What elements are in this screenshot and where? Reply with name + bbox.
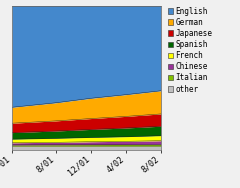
Legend: English, German, Japanese, Spanish, French, Chinese, Italian, other: English, German, Japanese, Spanish, Fren… [168, 7, 212, 94]
